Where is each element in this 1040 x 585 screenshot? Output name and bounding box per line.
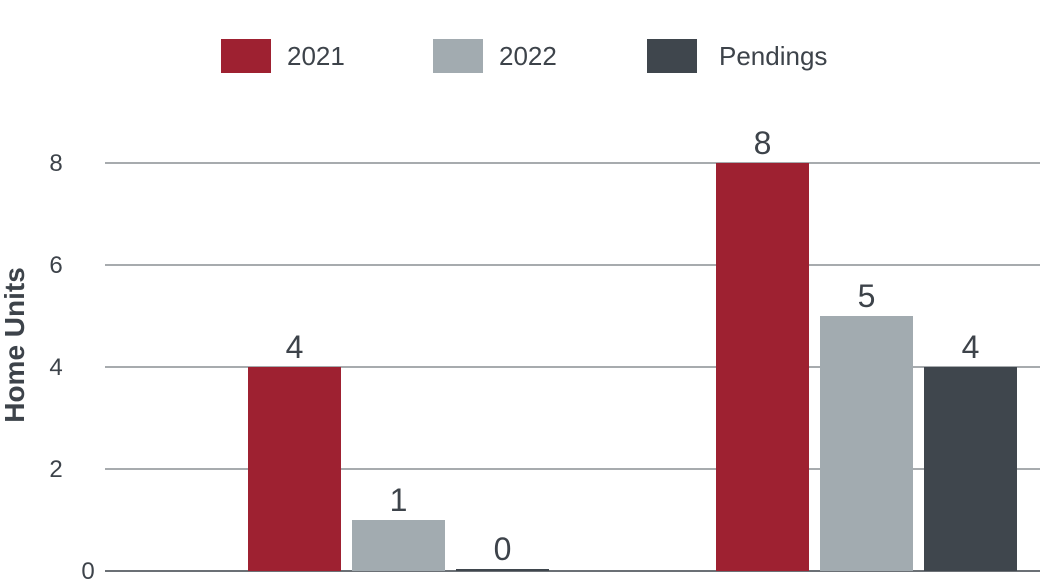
legend-item-2022: 2022 [433,38,557,74]
y-tick-label: 8 [49,150,62,177]
bar-2021-1 [248,367,341,571]
y-tick-label: 0 [81,558,94,585]
legend: 2021 2022 Pendings [0,38,1040,78]
y-tick-label: 6 [49,252,62,279]
bars [248,163,1017,571]
data-label-pendings-1: 0 [494,531,512,567]
data-label-2021-1: 4 [286,329,304,365]
legend-swatch-2021 [221,39,271,73]
data-label-2021-2: 8 [754,125,772,161]
data-label-pendings-2: 4 [962,329,980,365]
y-tick-label: 4 [49,354,62,381]
legend-swatch-2022 [433,39,483,73]
data-label-2022-2: 5 [858,278,876,314]
y-axis-ticks: 0 2 4 6 8 [49,150,94,585]
legend-item-2021: 2021 [221,38,345,74]
legend-label-2022: 2022 [499,40,557,71]
data-label-2022-1: 1 [390,482,408,518]
bar-2021-2 [716,163,809,571]
legend-swatch-pendings [647,39,697,73]
bar-pendings-2 [924,367,1017,571]
legend-label-pendings: Pendings [719,40,828,71]
y-axis-label: Home Units [0,267,30,423]
legend-label-2021: 2021 [287,40,345,71]
bar-2022-2 [820,316,913,571]
bar-pendings-1 [456,569,549,571]
data-labels: 4 8 1 5 0 4 [286,125,980,567]
bar-2022-1 [352,520,445,571]
legend-item-pendings: Pendings [647,38,827,74]
y-tick-label: 2 [49,456,62,483]
